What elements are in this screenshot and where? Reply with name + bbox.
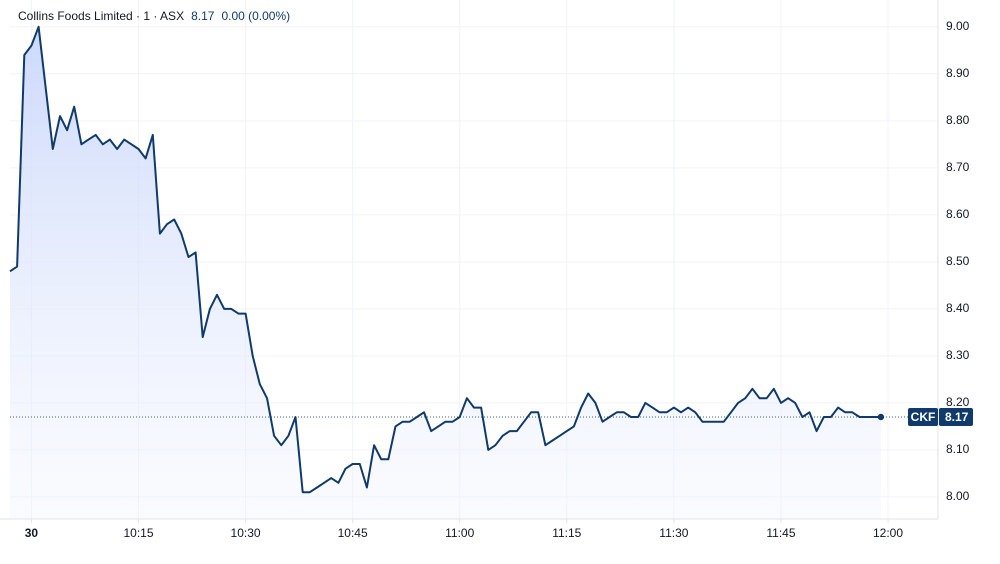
x-tick-label: 12:00 [873,526,903,540]
x-tick-label: 30 [25,526,39,540]
legend-title: Collins Foods Limited · 1 · ASX [18,9,184,23]
y-tick-label: 8.30 [946,348,970,362]
symbol-tag [908,407,938,426]
y-tick-label: 8.10 [946,442,970,456]
y-tick-label: 8.70 [946,160,970,174]
x-tick-label: 10:15 [123,526,153,540]
y-tick-label: 8.50 [946,254,970,268]
price-tag-label: 8.17 [945,410,969,424]
symbol-label: CKF [911,410,936,424]
x-tick-label: 11:45 [766,526,795,540]
legend-price: 8.17 [191,9,215,23]
price-tag [939,407,973,426]
price-line [9,25,881,494]
x-tick-label: 11:30 [659,526,688,540]
legend-change: 0.00 (0.00%) [221,9,290,23]
y-tick-label: 8.80 [946,113,970,127]
y-tick-label: 9.00 [946,19,970,33]
x-tick-label: 11:15 [552,526,581,540]
y-tick-label: 8.40 [946,301,970,315]
area-fill [10,26,881,520]
y-tick-label: 8.00 [946,489,970,503]
y-tick-label: 8.60 [946,207,970,221]
y-tick-label: 8.90 [946,66,970,80]
legend: Collins Foods Limited · 1 · ASX 8.17 0.0… [18,9,290,23]
x-tick-label: 11:00 [445,526,474,540]
y-tick-label: 8.20 [946,395,970,409]
x-tick-label: 10:30 [231,526,261,540]
x-tick-label: 10:45 [338,526,368,540]
